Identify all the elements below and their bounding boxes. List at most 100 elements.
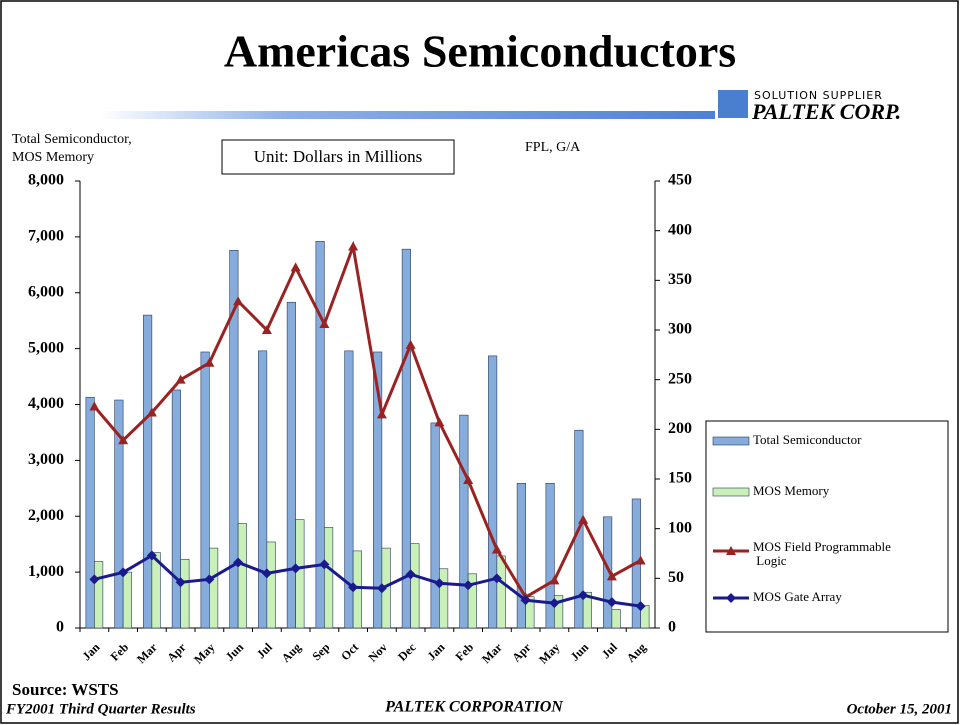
marker xyxy=(578,590,589,601)
marker xyxy=(89,401,100,411)
logo-tagline: SOLUTION SUPPLIER xyxy=(754,89,883,102)
bar xyxy=(324,527,334,629)
marker xyxy=(290,563,301,574)
line xyxy=(94,553,641,608)
bar xyxy=(344,350,354,629)
marker xyxy=(261,325,272,334)
bar xyxy=(401,248,411,629)
y-tick-label: 4,000 xyxy=(28,395,64,412)
bar xyxy=(180,558,190,629)
marker xyxy=(233,296,244,306)
x-tick-label: Aug xyxy=(624,640,649,665)
bar xyxy=(114,399,124,629)
x-tick-label: Jun xyxy=(223,640,247,664)
bar xyxy=(525,596,535,629)
bar xyxy=(200,351,210,629)
marker xyxy=(348,582,359,593)
marker xyxy=(635,601,646,612)
marker xyxy=(578,514,589,524)
x-tick-label: Jun xyxy=(568,640,592,664)
x-tick-label: Sep xyxy=(309,640,332,663)
marker xyxy=(118,435,129,445)
marker xyxy=(491,544,502,554)
marker xyxy=(463,474,474,484)
marker xyxy=(348,241,359,251)
bar xyxy=(286,301,296,629)
x-tick-label: Dec xyxy=(395,640,419,664)
bar xyxy=(315,241,325,629)
y2-tick-label: 450 xyxy=(668,172,692,189)
bar xyxy=(295,519,305,629)
y-tick-label: 1,000 xyxy=(28,563,64,580)
y-label: Total Semiconductor, xyxy=(12,132,132,147)
x-tick-label: Apr xyxy=(509,640,534,665)
x-tick-label: Oct xyxy=(338,640,361,663)
marker xyxy=(549,575,560,585)
title: Americas Semiconductors xyxy=(224,26,736,77)
bar xyxy=(611,609,621,629)
marker xyxy=(175,374,186,384)
x-tick-label: Nov xyxy=(365,640,390,665)
bar xyxy=(430,422,440,629)
y2-label: FPL, G/A xyxy=(525,140,581,155)
logo-icon xyxy=(718,90,748,118)
legend-label: MOS Field Programmable Logic xyxy=(753,539,891,568)
marker xyxy=(175,577,186,588)
marker xyxy=(376,409,387,419)
legend-swatch xyxy=(712,436,750,446)
unit-box xyxy=(221,139,455,175)
bar xyxy=(143,314,153,629)
legend-marker xyxy=(726,546,736,555)
bar xyxy=(496,555,506,629)
marker xyxy=(549,598,560,609)
marker xyxy=(146,550,157,561)
marker xyxy=(233,557,244,568)
marker xyxy=(204,357,215,367)
marker xyxy=(89,574,100,585)
marker xyxy=(290,262,301,272)
y2-tick-label: 300 xyxy=(668,321,692,338)
y-tick-label: 8,000 xyxy=(28,172,64,189)
y-tick-label: 7,000 xyxy=(28,228,64,245)
logo-name: PALTEK CORP. xyxy=(751,99,901,124)
bar xyxy=(237,523,247,629)
x-tick-label: Mar xyxy=(134,640,160,666)
y-tick-label: 5,000 xyxy=(28,339,64,356)
x-tick-label: Feb xyxy=(453,640,477,664)
marker xyxy=(405,569,416,580)
marker xyxy=(520,595,531,606)
y-tick-label: 6,000 xyxy=(28,283,64,300)
legend-marker xyxy=(726,593,736,603)
marker xyxy=(434,417,445,427)
x-tick-label: May xyxy=(191,640,217,666)
y2-tick-label: 350 xyxy=(668,271,692,288)
x-tick-label: Jul xyxy=(599,640,621,662)
bar xyxy=(554,595,564,629)
bar xyxy=(266,541,276,629)
bar xyxy=(258,350,268,629)
bar xyxy=(488,355,498,629)
y-label: MOS Memory xyxy=(12,150,94,165)
legend-swatch xyxy=(712,487,750,497)
unit-note: Unit: Dollars in Millions xyxy=(254,147,423,166)
bar xyxy=(467,573,477,629)
legend-label: MOS Gate Array xyxy=(753,589,842,604)
y-tick-label: 3,000 xyxy=(28,451,64,468)
marker xyxy=(491,573,502,584)
marker xyxy=(118,567,129,578)
footer-center: PALTEK CORPORATION xyxy=(384,699,564,716)
x-tick-label: Jul xyxy=(254,640,276,662)
x-tick-label: Aug xyxy=(279,640,304,665)
bar xyxy=(582,591,592,629)
y2-tick-label: 0 xyxy=(668,619,676,636)
y-tick-label: 0 xyxy=(56,619,64,636)
x-tick-label: Feb xyxy=(108,640,132,664)
bar xyxy=(209,547,219,629)
marker xyxy=(319,319,330,329)
marker xyxy=(405,339,416,349)
title-rule xyxy=(100,111,715,119)
bar xyxy=(122,571,132,629)
marker xyxy=(635,555,646,565)
